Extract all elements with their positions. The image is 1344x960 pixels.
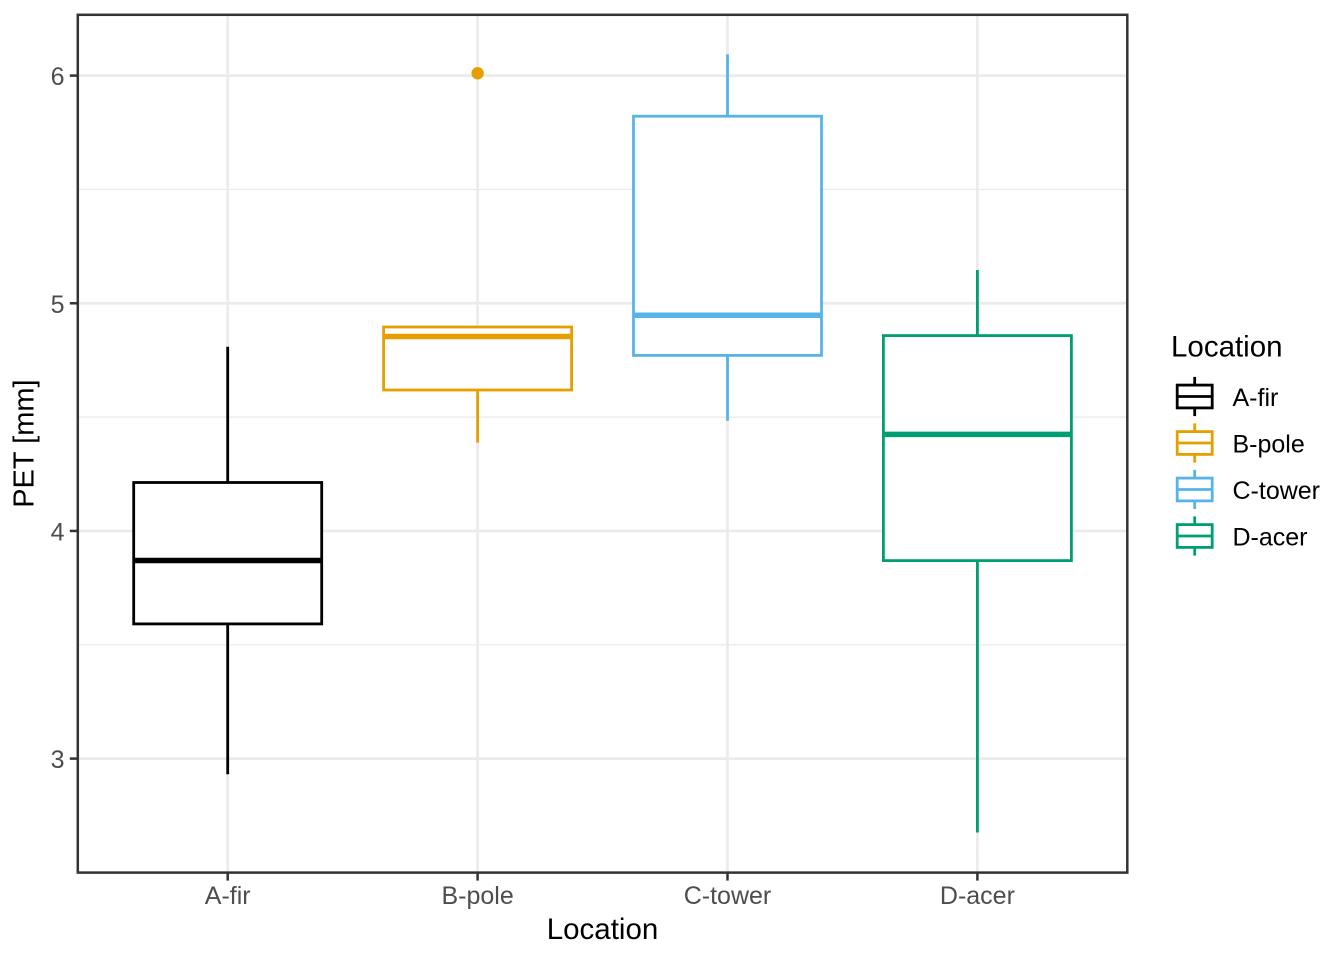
svg-text:A-fir: A-fir bbox=[1233, 384, 1279, 412]
svg-text:C-tower: C-tower bbox=[684, 882, 772, 910]
svg-text:PET [mm]: PET [mm] bbox=[9, 379, 41, 507]
svg-text:D-acer: D-acer bbox=[1233, 524, 1308, 552]
svg-text:6: 6 bbox=[51, 63, 65, 91]
svg-text:B-pole: B-pole bbox=[1233, 431, 1305, 459]
svg-text:Location: Location bbox=[547, 913, 659, 946]
svg-text:C-tower: C-tower bbox=[1233, 477, 1321, 505]
svg-text:Location: Location bbox=[1171, 330, 1283, 363]
svg-text:D-acer: D-acer bbox=[940, 882, 1015, 910]
svg-text:B-pole: B-pole bbox=[441, 882, 513, 910]
svg-text:4: 4 bbox=[51, 519, 65, 547]
svg-text:5: 5 bbox=[51, 291, 65, 319]
svg-text:A-fir: A-fir bbox=[205, 882, 251, 910]
svg-text:3: 3 bbox=[51, 746, 65, 774]
